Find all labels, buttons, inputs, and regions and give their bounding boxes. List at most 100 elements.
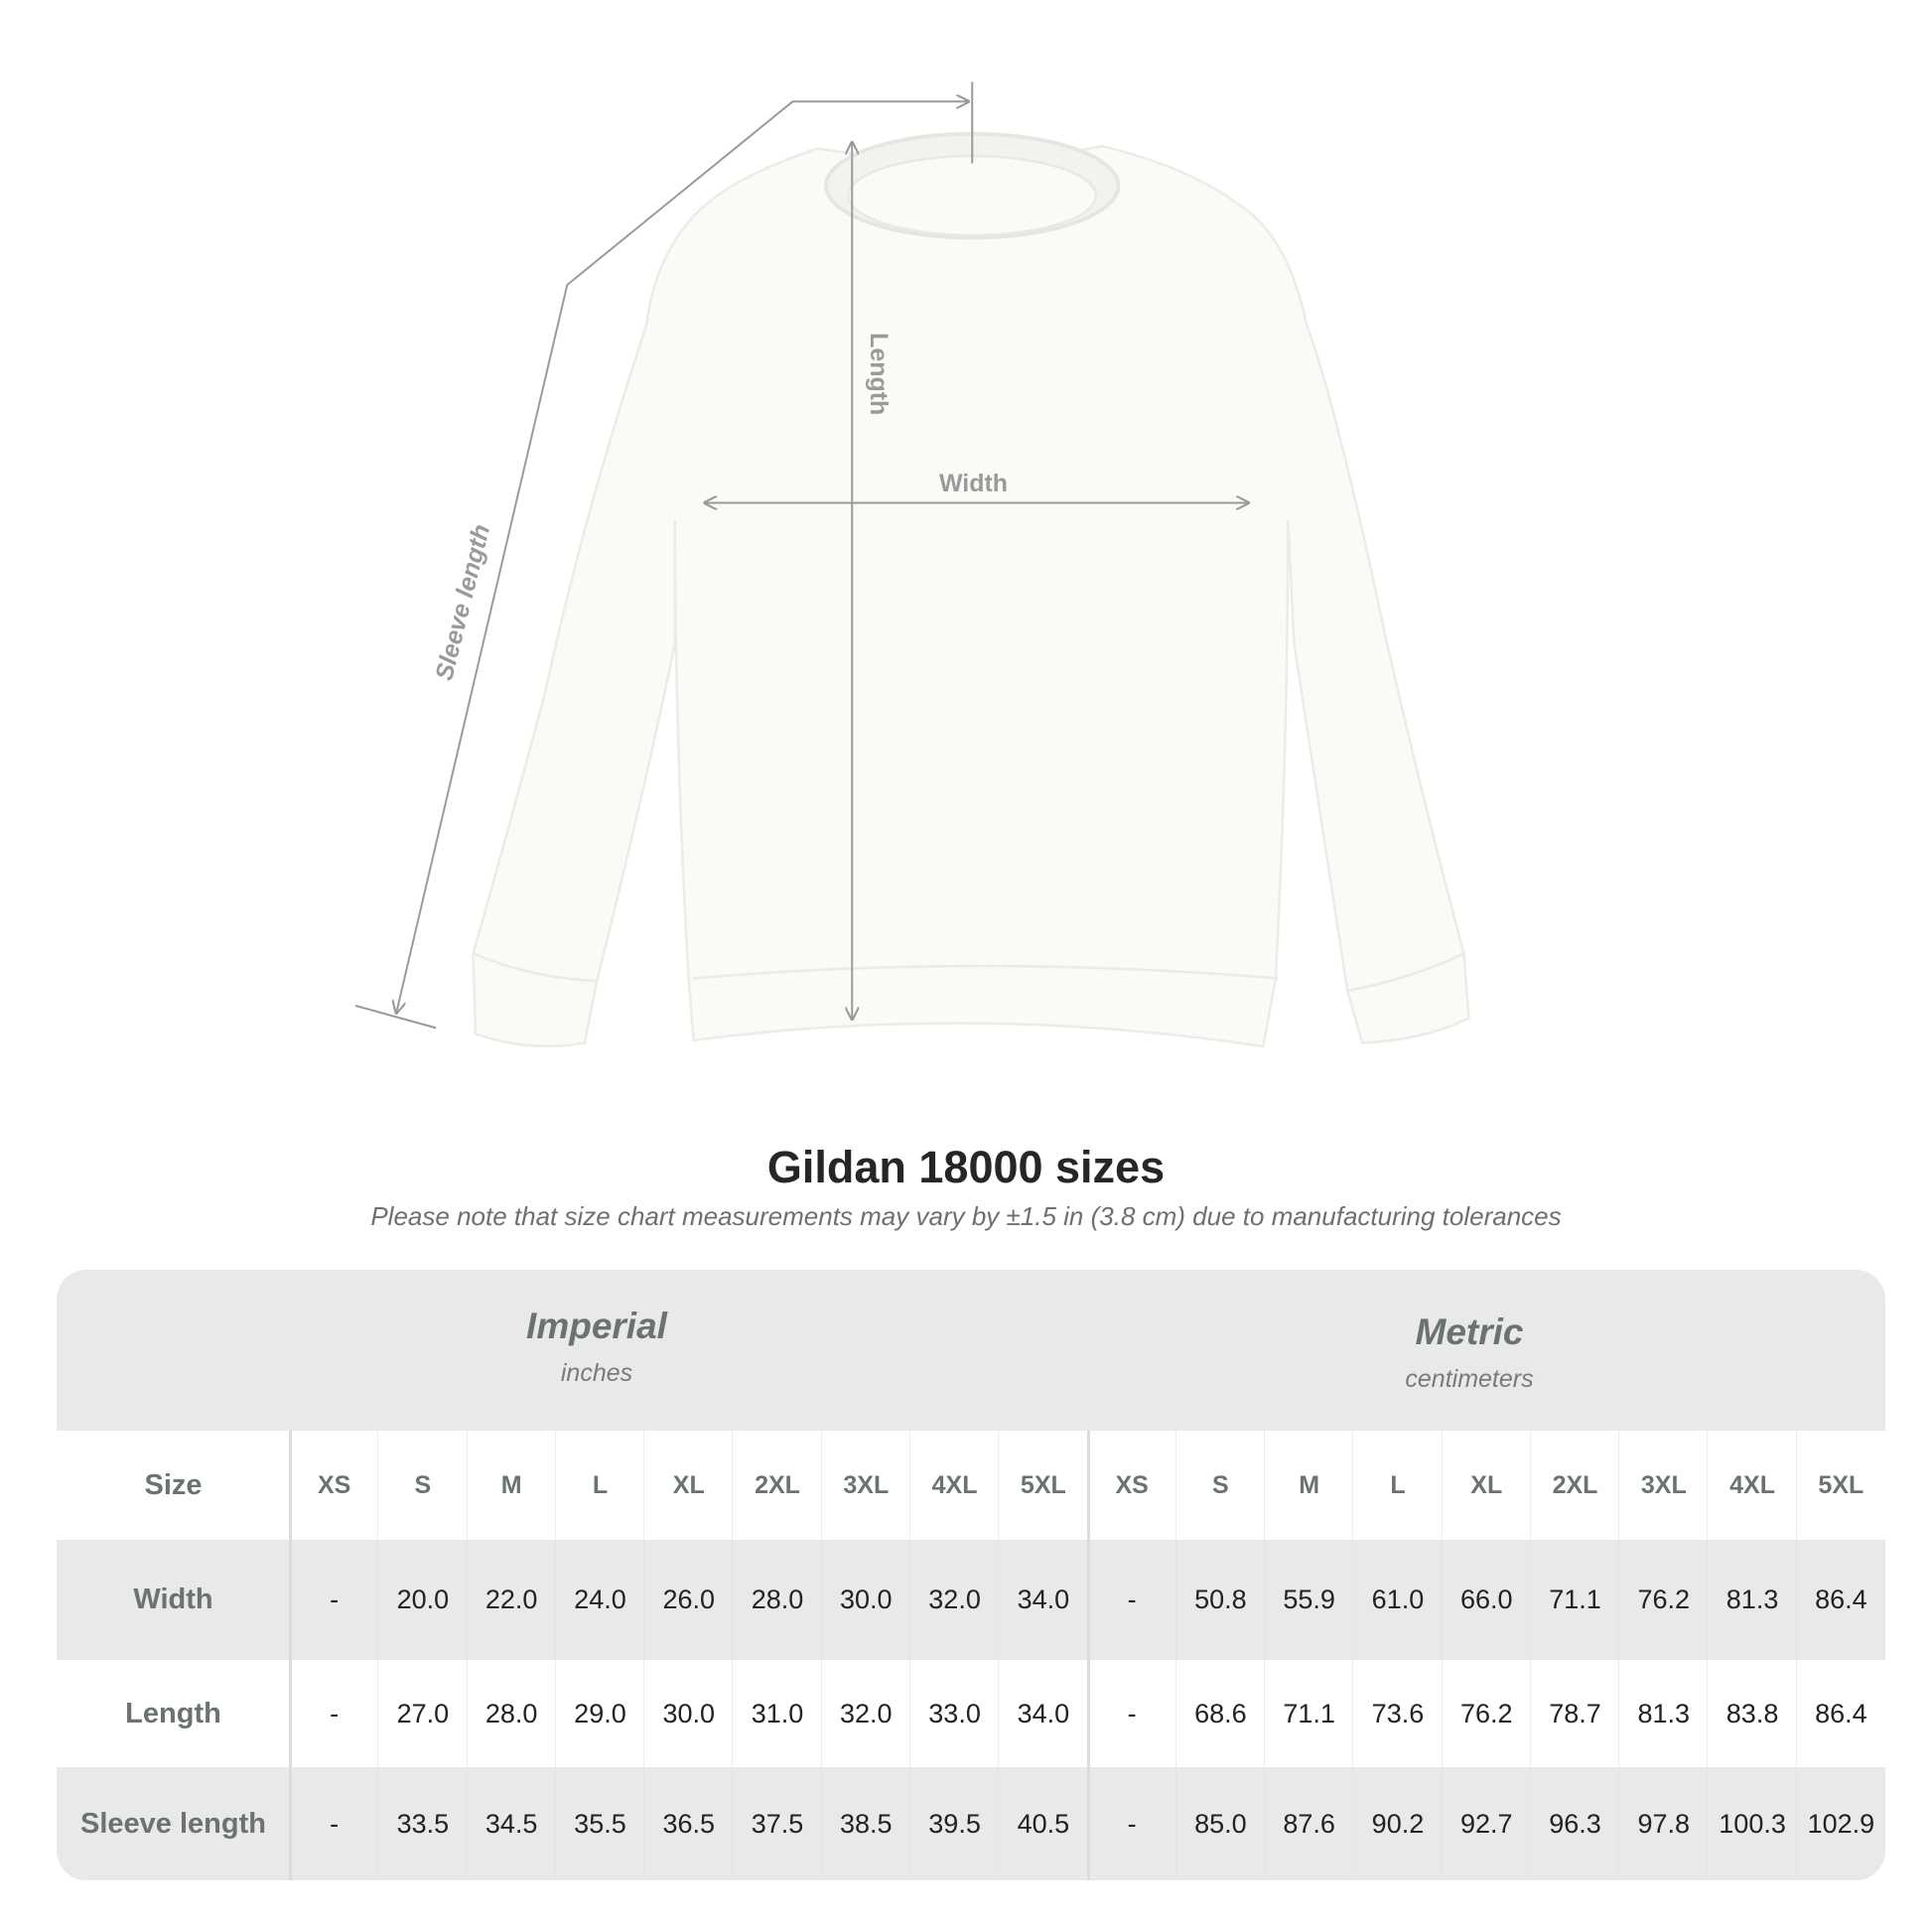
metric-value-cell: 83.8 bbox=[1725, 1698, 1779, 1728]
imperial-value-cell: 26.0 bbox=[662, 1585, 716, 1614]
imperial-value-cell: 34.0 bbox=[1017, 1698, 1070, 1728]
sleeve-length-label: Sleeve length bbox=[430, 521, 495, 683]
metric-unit: centimeters bbox=[1405, 1365, 1534, 1393]
table-row bbox=[57, 1540, 1885, 1660]
imperial-value-cell: 27.0 bbox=[396, 1698, 450, 1728]
metric-value-cell: 100.3 bbox=[1719, 1808, 1786, 1839]
imperial-value-cell: - bbox=[330, 1808, 340, 1839]
column-divider bbox=[643, 1431, 645, 1880]
imperial-size-2xl: 2XL bbox=[755, 1470, 800, 1499]
imperial-size-s: S bbox=[414, 1470, 432, 1499]
metric-size-m: M bbox=[1299, 1470, 1320, 1499]
column-divider bbox=[1441, 1431, 1443, 1880]
imperial-unit: inches bbox=[560, 1359, 633, 1387]
metric-size-4xl: 4XL bbox=[1729, 1470, 1775, 1499]
imperial-size-xl: XL bbox=[672, 1470, 705, 1499]
metric-value-cell: 90.2 bbox=[1371, 1808, 1425, 1839]
metric-value-cell: 102.9 bbox=[1807, 1808, 1875, 1839]
metric-size-xs: XS bbox=[1115, 1470, 1149, 1499]
metric-size-l: L bbox=[1390, 1470, 1406, 1499]
column-divider bbox=[1707, 1431, 1709, 1880]
column-divider bbox=[998, 1431, 1000, 1880]
row-label-sleeve-length: Sleeve length bbox=[80, 1807, 266, 1840]
column-divider bbox=[820, 1431, 822, 1880]
column-divider bbox=[908, 1431, 910, 1880]
imperial-value-cell: 35.5 bbox=[574, 1808, 626, 1839]
length-label: Length bbox=[865, 333, 893, 415]
sleeve-length-arrow bbox=[396, 101, 968, 1013]
column-divider bbox=[554, 1431, 556, 1880]
table-row bbox=[57, 1660, 1885, 1767]
metric-value-cell: 92.7 bbox=[1459, 1808, 1513, 1839]
imperial-value-cell: 33.0 bbox=[928, 1698, 981, 1728]
metric-value-cell: - bbox=[1127, 1585, 1137, 1614]
imperial-size-m: M bbox=[500, 1470, 522, 1499]
metric-value-cell: 55.9 bbox=[1283, 1585, 1335, 1614]
row-label-width: Width bbox=[133, 1584, 213, 1615]
column-divider bbox=[1795, 1431, 1797, 1880]
metric-size-3xl: 3XL bbox=[1640, 1470, 1687, 1499]
imperial-value-cell: 22.0 bbox=[484, 1585, 538, 1614]
imperial-size-l: L bbox=[592, 1470, 609, 1499]
metric-value-cell: 85.0 bbox=[1194, 1808, 1247, 1839]
imperial-value-cell: 32.0 bbox=[928, 1585, 981, 1614]
imperial-value-cell: 39.5 bbox=[928, 1808, 981, 1839]
imperial-value-cell: 34.0 bbox=[1017, 1585, 1070, 1614]
metric-size-xl: XL bbox=[1470, 1470, 1503, 1499]
imperial-value-cell: 40.5 bbox=[1017, 1808, 1070, 1839]
metric-title: Metric bbox=[1415, 1311, 1524, 1352]
size-table: Imperial inches Metric centimeters Size X… bbox=[57, 1270, 1885, 1880]
metric-value-cell: 78.7 bbox=[1549, 1698, 1601, 1728]
metric-value-cell: 50.8 bbox=[1194, 1585, 1247, 1614]
imperial-value-cell: 28.0 bbox=[484, 1698, 538, 1728]
row-label-length: Length bbox=[125, 1697, 221, 1729]
column-divider bbox=[1264, 1431, 1266, 1880]
column-divider bbox=[1618, 1431, 1620, 1880]
width-label: Width bbox=[939, 470, 1008, 497]
column-divider bbox=[466, 1431, 468, 1880]
metric-value-cell: - bbox=[1127, 1698, 1137, 1728]
column-divider bbox=[377, 1431, 379, 1880]
imperial-value-cell: 37.5 bbox=[751, 1808, 804, 1839]
metric-value-cell: 66.0 bbox=[1459, 1585, 1513, 1614]
imperial-value-cell: - bbox=[330, 1698, 340, 1728]
imperial-value-cell: - bbox=[330, 1585, 340, 1614]
table-row bbox=[57, 1767, 1885, 1880]
imperial-value-cell: 29.0 bbox=[574, 1698, 626, 1728]
metric-size-5xl: 5XL bbox=[1818, 1470, 1864, 1499]
imperial-size-3xl: 3XL bbox=[843, 1470, 890, 1499]
metric-value-cell: 86.4 bbox=[1815, 1698, 1867, 1728]
column-divider bbox=[1529, 1431, 1531, 1880]
metric-value-cell: 81.3 bbox=[1637, 1698, 1691, 1728]
imperial-size-5xl: 5XL bbox=[1020, 1470, 1066, 1499]
imperial-size-4xl: 4XL bbox=[931, 1470, 978, 1499]
metric-value-cell: 68.6 bbox=[1194, 1698, 1247, 1728]
metric-value-cell: 97.8 bbox=[1637, 1808, 1691, 1839]
size-header-label: Size bbox=[144, 1468, 203, 1501]
imperial-value-cell: 34.5 bbox=[484, 1808, 538, 1839]
imperial-value-cell: 20.0 bbox=[396, 1585, 450, 1614]
column-divider bbox=[289, 1431, 292, 1880]
metric-size-s: S bbox=[1212, 1470, 1229, 1499]
metric-value-cell: 76.2 bbox=[1459, 1698, 1513, 1728]
metric-value-cell: 86.4 bbox=[1815, 1585, 1867, 1614]
metric-value-cell: - bbox=[1127, 1808, 1137, 1839]
imperial-value-cell: 33.5 bbox=[396, 1808, 450, 1839]
chart-title: Gildan 18000 sizes bbox=[766, 1142, 1166, 1192]
metric-value-cell: 73.6 bbox=[1371, 1698, 1425, 1728]
metric-value-cell: 61.0 bbox=[1371, 1585, 1425, 1614]
metric-value-cell: 71.1 bbox=[1283, 1698, 1335, 1728]
metric-header: Metric centimeters bbox=[1172, 1311, 1767, 1394]
units-header bbox=[57, 1270, 1885, 1431]
column-divider bbox=[1174, 1431, 1176, 1880]
imperial-value-cell: 24.0 bbox=[574, 1585, 626, 1614]
imperial-value-cell: 28.0 bbox=[751, 1585, 804, 1614]
metric-value-cell: 96.3 bbox=[1549, 1808, 1601, 1839]
imperial-title: Imperial bbox=[526, 1306, 667, 1346]
imperial-value-cell: 36.5 bbox=[662, 1808, 716, 1839]
imperial-value-cell: 32.0 bbox=[840, 1698, 893, 1728]
imperial-value-cell: 30.0 bbox=[662, 1698, 716, 1728]
size-row bbox=[57, 1431, 1885, 1540]
metric-value-cell: 87.6 bbox=[1283, 1808, 1335, 1839]
